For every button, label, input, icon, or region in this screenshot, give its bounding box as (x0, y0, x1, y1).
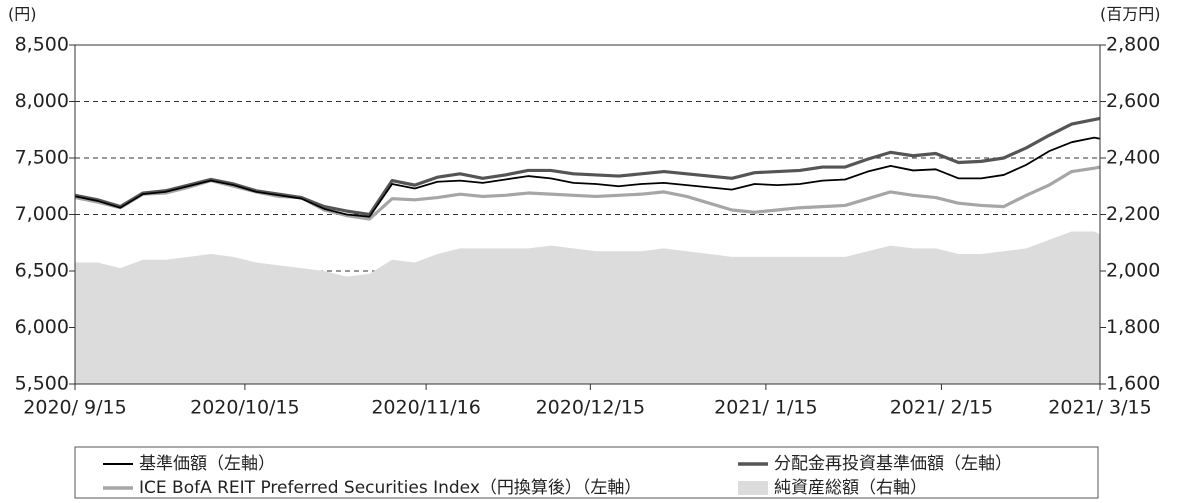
x-tick-label: 2020/11/16 (371, 397, 481, 419)
y-tick-label: 6,500 (15, 260, 69, 282)
line (74, 136, 1101, 218)
y-tick-label: 8,500 (15, 34, 69, 56)
area (75, 231, 1100, 384)
legend-swatch (738, 481, 768, 495)
y-tick-label: 5,500 (15, 373, 69, 395)
x-tick-label: 2021/ 3/15 (1048, 397, 1151, 419)
y-tick-label: 6,000 (15, 316, 69, 338)
y2-tick-label: 1,600 (1106, 373, 1160, 395)
legend-label: 分配金再投資基準価額（左軸） (774, 454, 1012, 474)
y2-tick-label: 2,800 (1106, 34, 1160, 56)
legend-label: ICE BofA REIT Preferred Securities Index… (139, 478, 641, 498)
y2-tick-label: 2,200 (1106, 203, 1160, 225)
y2-tick-label: 2,600 (1106, 90, 1160, 112)
x-tick-label: 2020/12/15 (536, 397, 646, 419)
x-tick-label: 2021/ 2/15 (890, 397, 993, 419)
line (74, 116, 1101, 217)
plot-frame (74, 44, 1101, 385)
y2-tick-label: 2,000 (1106, 260, 1160, 282)
legend-box (74, 446, 1099, 499)
legend-label: 純資産総額（右軸） (774, 478, 927, 498)
y-tick-label: 8,000 (15, 90, 69, 112)
y2-tick-label: 2,400 (1106, 147, 1160, 169)
x-tick-label: 2021/ 1/15 (714, 397, 817, 419)
y-tick-label: 7,000 (15, 203, 69, 225)
x-tick-label: 2020/ 9/15 (23, 397, 126, 419)
legend-label: 基準価額（左軸） (139, 454, 275, 474)
y-tick-label: 7,500 (15, 147, 69, 169)
y2-unit-label: (百万円) (1100, 5, 1161, 24)
y2-tick-label: 1,800 (1106, 316, 1160, 338)
y-unit-label: (円) (8, 5, 37, 24)
x-tick-label: 2020/10/15 (190, 397, 300, 419)
